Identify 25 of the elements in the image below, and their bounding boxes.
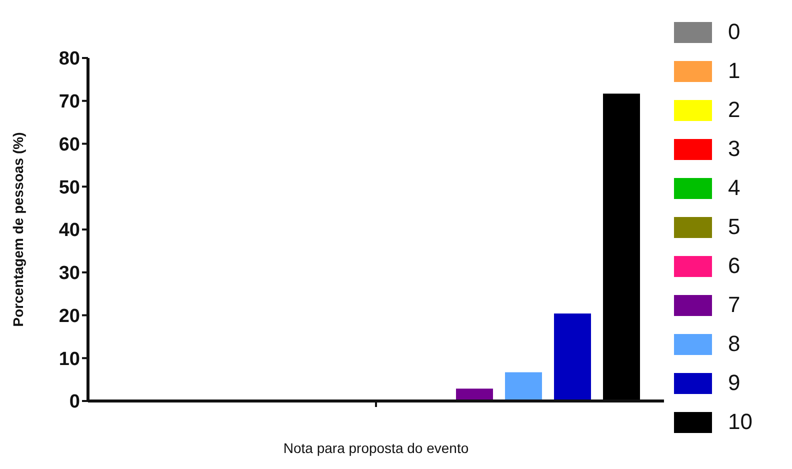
- legend-label: 2: [728, 97, 740, 123]
- bar: [554, 314, 591, 401]
- y-tick-label: 50: [58, 177, 80, 198]
- legend-label: 3: [728, 136, 740, 162]
- x-axis-title: Nota para proposta do evento: [283, 440, 469, 456]
- legend-label: 7: [728, 292, 740, 318]
- legend-label: 8: [728, 331, 740, 357]
- y-tick-label: 40: [58, 220, 80, 242]
- legend-label: 6: [728, 253, 740, 279]
- bar: [505, 372, 542, 401]
- y-tick-label: 60: [58, 134, 80, 156]
- legend-label: 4: [728, 175, 740, 201]
- y-tick-label: 20: [58, 306, 80, 327]
- y-tick-label: 0: [69, 392, 80, 413]
- legend-label: 1: [728, 58, 740, 84]
- y-tick-label: 10: [58, 348, 80, 370]
- y-tick-label: 80: [58, 48, 80, 70]
- legend-label: 0: [728, 19, 740, 45]
- bar: [603, 94, 640, 401]
- y-axis-title: Porcentagem de pessoas (%): [10, 132, 26, 327]
- y-tick-label: 30: [58, 263, 80, 284]
- legend-label: 9: [728, 370, 740, 396]
- legend-label: 5: [728, 214, 740, 240]
- y-tick-label: 70: [58, 92, 80, 113]
- legend-label: 10: [728, 409, 752, 435]
